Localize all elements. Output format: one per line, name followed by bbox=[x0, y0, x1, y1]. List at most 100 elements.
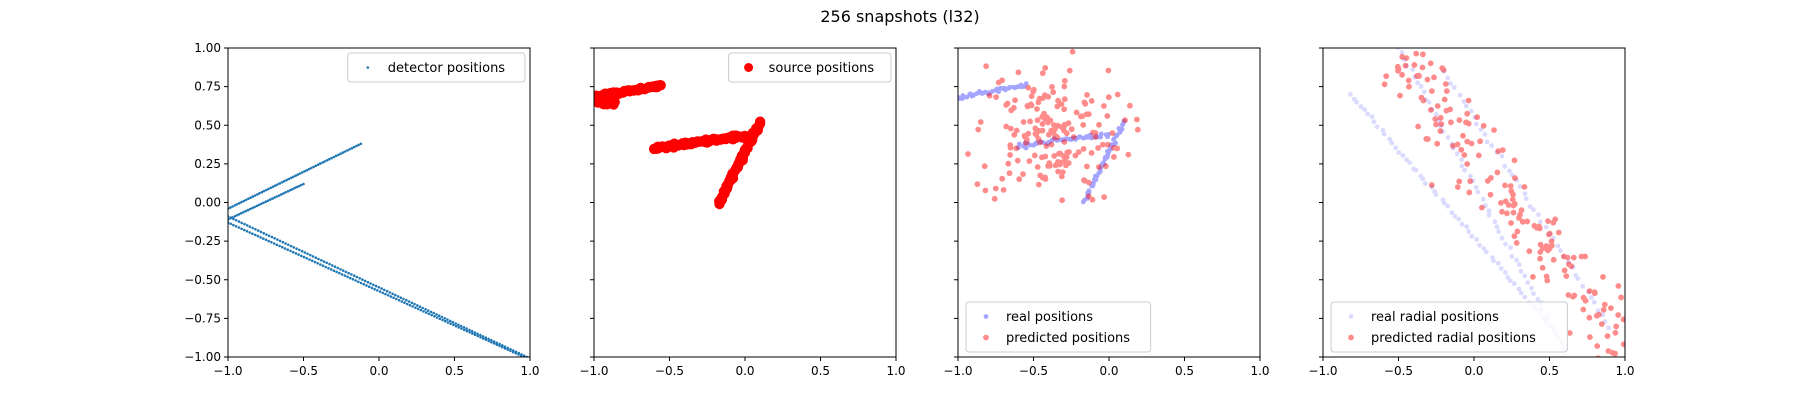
data-point bbox=[462, 326, 466, 329]
x-tick-label: 0.0 bbox=[1464, 364, 1483, 378]
data-point bbox=[1032, 125, 1039, 132]
data-point bbox=[1037, 139, 1044, 146]
data-point bbox=[1438, 123, 1443, 129]
data-point bbox=[235, 214, 239, 217]
data-point bbox=[1489, 143, 1495, 148]
data-point bbox=[465, 329, 469, 333]
data-point bbox=[237, 220, 241, 223]
data-point bbox=[1056, 150, 1062, 157]
legend-label: real radial positions bbox=[1371, 310, 1499, 325]
data-point bbox=[285, 178, 288, 182]
data-point bbox=[1612, 329, 1619, 336]
data-point bbox=[1505, 275, 1511, 280]
data-point bbox=[1045, 119, 1051, 126]
data-point bbox=[275, 195, 279, 198]
x-tick-label: 0.5 bbox=[811, 364, 830, 378]
data-point bbox=[386, 294, 390, 297]
data-point bbox=[381, 291, 385, 295]
data-point bbox=[1358, 104, 1364, 110]
data-point bbox=[344, 270, 348, 274]
data-point bbox=[1066, 149, 1072, 155]
data-point bbox=[1586, 289, 1591, 295]
data-point bbox=[1523, 196, 1529, 202]
data-point bbox=[1518, 268, 1524, 274]
data-point bbox=[1494, 224, 1500, 230]
data-point bbox=[1494, 150, 1500, 155]
data-point bbox=[421, 306, 425, 310]
data-point bbox=[270, 241, 273, 244]
data-point bbox=[350, 273, 353, 276]
data-point bbox=[1075, 149, 1082, 156]
data-point bbox=[1440, 129, 1446, 135]
data-point bbox=[316, 163, 320, 166]
data-point bbox=[1442, 81, 1449, 87]
data-point bbox=[405, 298, 408, 302]
data-point bbox=[1354, 99, 1359, 105]
data-point bbox=[1089, 196, 1096, 203]
data-point bbox=[1433, 112, 1439, 117]
data-point bbox=[340, 273, 344, 276]
data-point bbox=[1473, 121, 1479, 127]
data-point bbox=[1114, 91, 1121, 98]
data-point bbox=[1025, 84, 1032, 91]
data-point bbox=[1081, 177, 1088, 184]
data-point bbox=[278, 239, 282, 243]
data-point bbox=[1565, 292, 1572, 298]
data-point bbox=[1470, 178, 1476, 184]
subplot-4: −1.0 −0.5 0.0 0.5 1.0 real radial positions pr… bbox=[1308, 47, 1635, 378]
data-point bbox=[264, 200, 268, 203]
data-point bbox=[1101, 103, 1107, 109]
data-point bbox=[1508, 245, 1513, 251]
data-point bbox=[1053, 133, 1060, 140]
subplot-3: −1.0 −0.5 0.0 0.5 1.0 real positions predicted… bbox=[943, 47, 1270, 378]
data-point bbox=[1516, 215, 1522, 221]
data-point bbox=[1504, 210, 1510, 217]
data-point bbox=[1039, 70, 1046, 77]
data-point bbox=[1090, 182, 1096, 188]
data-point bbox=[1022, 134, 1028, 140]
data-point bbox=[971, 92, 977, 98]
data-point bbox=[256, 234, 260, 238]
data-point bbox=[1456, 117, 1463, 123]
data-point bbox=[960, 96, 965, 101]
data-point bbox=[1601, 301, 1608, 308]
x-tick-label: −0.5 bbox=[655, 364, 684, 378]
data-point bbox=[1475, 189, 1481, 195]
data-point bbox=[1088, 150, 1095, 156]
data-point bbox=[1099, 162, 1105, 167]
data-point bbox=[1080, 122, 1087, 128]
data-point bbox=[1537, 241, 1544, 248]
data-point bbox=[1547, 231, 1553, 237]
data-point bbox=[471, 332, 474, 335]
data-point bbox=[1555, 243, 1561, 249]
data-point bbox=[1025, 130, 1032, 137]
data-point bbox=[1429, 107, 1435, 112]
data-point bbox=[1105, 94, 1112, 101]
x-tick-label: 0.5 bbox=[445, 364, 464, 378]
data-point bbox=[1393, 145, 1398, 151]
data-point bbox=[1605, 348, 1612, 354]
data-point bbox=[1478, 127, 1484, 132]
data-point bbox=[1351, 96, 1357, 102]
data-point bbox=[1061, 123, 1068, 129]
data-point bbox=[1499, 235, 1505, 241]
data-point bbox=[289, 176, 293, 180]
data-point bbox=[1415, 72, 1422, 79]
data-point bbox=[1107, 146, 1113, 152]
data-point bbox=[1561, 253, 1567, 260]
data-point bbox=[1594, 343, 1601, 349]
data-point bbox=[454, 322, 458, 325]
data-point bbox=[1005, 160, 1012, 167]
data-point bbox=[1024, 103, 1031, 110]
data-point bbox=[1120, 121, 1126, 127]
data-point bbox=[394, 293, 397, 297]
data-point bbox=[1101, 160, 1106, 166]
data-point bbox=[1023, 81, 1029, 86]
data-point bbox=[1438, 121, 1445, 127]
data-point bbox=[490, 340, 493, 344]
data-point bbox=[1092, 130, 1099, 136]
data-point bbox=[384, 292, 387, 296]
data-point bbox=[1055, 168, 1061, 175]
data-point bbox=[1573, 273, 1579, 278]
